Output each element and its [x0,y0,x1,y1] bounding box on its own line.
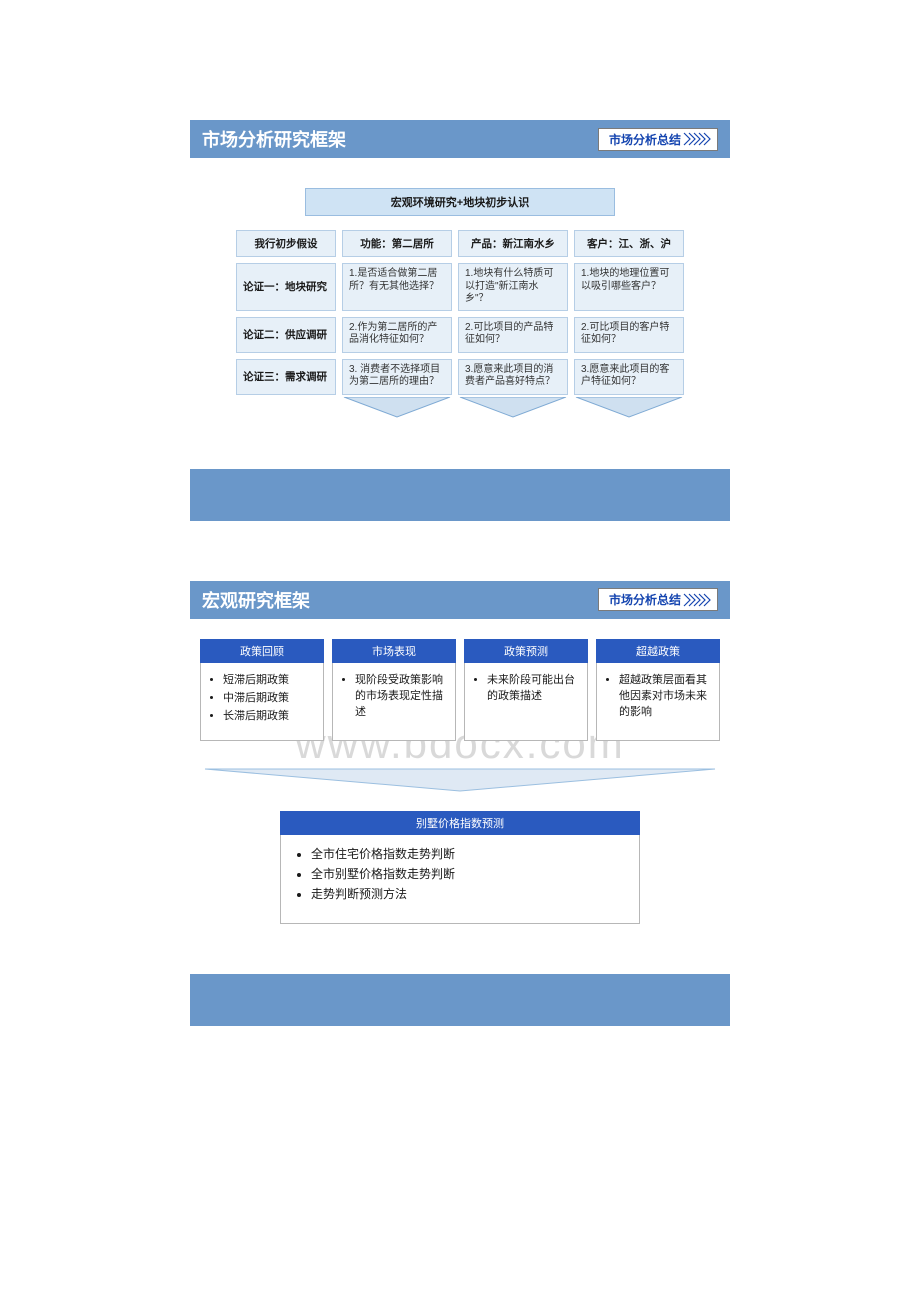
list-item: 全市住宅价格指数走势判断 [311,845,625,862]
col-header-3: 客户：江、浙、沪 [574,230,684,257]
down-arrow-icon [574,397,684,419]
slide-macro-research: 宏观研究框架 市场分析总结 政策回顾 [190,581,730,934]
list-item: 中滞后期政策 [223,689,315,705]
bottom-box: 别墅价格指数预测 全市住宅价格指数走势判断 全市别墅价格指数走势判断 走势判断预… [280,811,640,924]
list-item: 现阶段受政策影响的市场表现定性描述 [355,671,447,719]
page: 市场分析研究框架 市场分析总结 宏观环境研究+地块初步认识 我行初步假设 [0,120,920,1026]
col-body-0: 短滞后期政策 中滞后期政策 长滞后期政策 [200,663,324,741]
summary-button-label: 市场分析总结 [609,131,681,148]
bottom-body: 全市住宅价格指数走势判断 全市别墅价格指数走势判断 走势判断预测方法 [280,835,640,924]
column-2: 政策预测 未来阶段可能出台的政策描述 [464,639,588,741]
list-item: 全市别墅价格指数走势判断 [311,865,625,882]
col-head-1: 市场表现 [332,639,456,663]
col-body-1: 现阶段受政策影响的市场表现定性描述 [332,663,456,741]
slide1-content: 宏观环境研究+地块初步认识 我行初步假设 功能：第二居所 产品：新江南水乡 客户… [190,158,730,429]
top-banner: 宏观环境研究+地块初步认识 [305,188,615,216]
col-header-0: 我行初步假设 [236,230,336,257]
list-item: 未来阶段可能出台的政策描述 [487,671,579,703]
four-columns: 政策回顾 短滞后期政策 中滞后期政策 长滞后期政策 市场表现 现阶段受政策影响的… [200,639,720,741]
list-item: 超越政策层面看其他因素对市场未来的影响 [619,671,711,719]
analysis-grid: 我行初步假设 功能：第二居所 产品：新江南水乡 客户：江、浙、沪 论证一：地块研… [200,230,720,395]
title-bar-1: 市场分析研究框架 市场分析总结 [190,120,730,158]
bottom-head: 别墅价格指数预测 [280,811,640,835]
slide2-content: 政策回顾 短滞后期政策 中滞后期政策 长滞后期政策 市场表现 现阶段受政策影响的… [190,619,730,934]
cell-0-1: 1.地块有什么特质可以打造"新江南水乡"？ [458,263,568,311]
chevrons-icon [683,593,711,607]
col-head-2: 政策预测 [464,639,588,663]
summary-button-label: 市场分析总结 [609,591,681,608]
list-item: 长滞后期政策 [223,707,315,723]
col-head-0: 政策回顾 [200,639,324,663]
column-3: 超越政策 超越政策层面看其他因素对市场未来的影响 [596,639,720,741]
list-item: 走势判断预测方法 [311,885,625,902]
column-0: 政策回顾 短滞后期政策 中滞后期政策 长滞后期政策 [200,639,324,741]
cell-0-2: 1.地块的地理位置可以吸引哪些客户？ [574,263,684,311]
summary-button-1[interactable]: 市场分析总结 [598,128,718,151]
slide-market-analysis: 市场分析研究框架 市场分析总结 宏观环境研究+地块初步认识 我行初步假设 [190,120,730,429]
down-arrow-icon [458,397,568,419]
cell-2-2: 3.愿意来此项目的客户特征如何？ [574,359,684,395]
row-label-2: 论证三：需求调研 [236,359,336,395]
column-1: 市场表现 现阶段受政策影响的市场表现定性描述 [332,639,456,741]
row-label-0: 论证一：地块研究 [236,263,336,311]
long-down-arrow-icon [200,767,720,793]
cell-2-0: 3. 消费者不选择项目为第二居所的理由？ [342,359,452,395]
row-label-1: 论证二：供应调研 [236,317,336,353]
down-arrows-row [200,397,720,419]
col-head-3: 超越政策 [596,639,720,663]
col-header-1: 功能：第二居所 [342,230,452,257]
cell-0-0: 1.是否适合做第二居所？有无其他选择？ [342,263,452,311]
cell-2-1: 3.愿意来此项目的消费者产品喜好特点？ [458,359,568,395]
title-text-1: 市场分析研究框架 [202,126,346,152]
title-text-2: 宏观研究框架 [202,587,310,613]
separator-bar-2 [190,974,730,1026]
title-bar-2: 宏观研究框架 市场分析总结 [190,581,730,619]
col-header-2: 产品：新江南水乡 [458,230,568,257]
chevrons-icon [683,132,711,146]
cell-1-2: 2.可比项目的客户特征如何？ [574,317,684,353]
col-body-2: 未来阶段可能出台的政策描述 [464,663,588,741]
cell-1-1: 2.可比项目的产品特征如何？ [458,317,568,353]
col-body-3: 超越政策层面看其他因素对市场未来的影响 [596,663,720,741]
summary-button-2[interactable]: 市场分析总结 [598,588,718,611]
down-arrow-icon [342,397,452,419]
separator-bar-1 [190,469,730,521]
list-item: 短滞后期政策 [223,671,315,687]
cell-1-0: 2.作为第二居所的产品消化特征如何？ [342,317,452,353]
